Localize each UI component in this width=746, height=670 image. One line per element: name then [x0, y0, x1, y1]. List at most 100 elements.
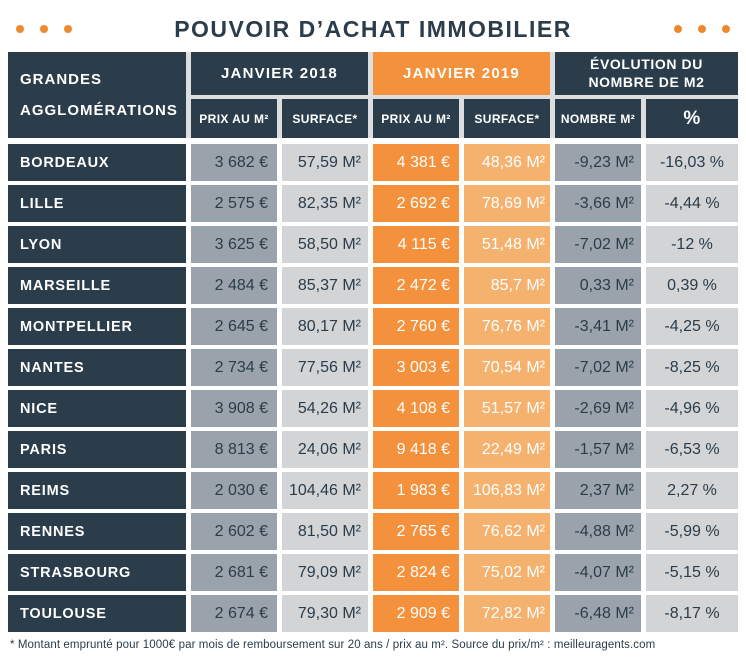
evolution-pct: -4,96 %	[646, 390, 738, 427]
surface-2019: 78,69 M²	[464, 185, 550, 222]
surface-2018: 24,06 M²	[282, 431, 368, 468]
surface-2018: 79,09 M²	[282, 554, 368, 591]
surface-2019: 76,76 M²	[464, 308, 550, 345]
evolution-pct: 2,27 %	[646, 472, 738, 509]
evolution-pct: -4,25 %	[646, 308, 738, 345]
prix-2019: 9 418 €	[373, 431, 459, 468]
header-grandes-agglomerations: GRANDES AGGLOMÉRATIONS	[8, 52, 186, 138]
evolution-m2: -3,66 M²	[555, 185, 641, 222]
surface-2019: 51,57 M²	[464, 390, 550, 427]
prix-2019: 2 765 €	[373, 513, 459, 550]
prix-2019: 4 381 €	[373, 144, 459, 181]
prix-2019: 4 115 €	[373, 226, 459, 263]
surface-2019: 70,54 M²	[464, 349, 550, 386]
surface-2019: 48,36 M²	[464, 144, 550, 181]
surface-2019: 51,48 M²	[464, 226, 550, 263]
city-label: NANTES	[8, 349, 186, 386]
evolution-m2: 0,33 M²	[555, 267, 641, 304]
dot-icon	[40, 25, 48, 33]
prix-2019: 2 760 €	[373, 308, 459, 345]
surface-2018: 79,30 M²	[282, 595, 368, 632]
surface-2018: 82,35 M²	[282, 185, 368, 222]
dot-icon	[722, 25, 730, 33]
surface-2019: 75,02 M²	[464, 554, 550, 591]
surface-2018: 81,50 M²	[282, 513, 368, 550]
prix-2018: 8 813 €	[191, 431, 277, 468]
evolution-pct: -8,25 %	[646, 349, 738, 386]
city-label: LILLE	[8, 185, 186, 222]
prix-2018: 2 030 €	[191, 472, 277, 509]
prix-2018: 2 734 €	[191, 349, 277, 386]
subheader-percent: %	[646, 99, 738, 138]
header-grandes-line2: AGGLOMÉRATIONS	[20, 102, 178, 119]
evolution-pct: -4,44 %	[646, 185, 738, 222]
table-header: GRANDES AGGLOMÉRATIONS JANVIER 2018 JANV…	[8, 52, 738, 138]
surface-2018: 104,46 M²	[282, 472, 368, 509]
surface-2019: 76,62 M²	[464, 513, 550, 550]
prix-2019: 4 108 €	[373, 390, 459, 427]
prix-2018: 2 575 €	[191, 185, 277, 222]
city-label: MONTPELLIER	[8, 308, 186, 345]
prix-2018: 2 484 €	[191, 267, 277, 304]
evolution-m2: -4,88 M²	[555, 513, 641, 550]
evolution-m2: -6,48 M²	[555, 595, 641, 632]
evolution-m2: -1,57 M²	[555, 431, 641, 468]
city-label: PARIS	[8, 431, 186, 468]
title-bar: POUVOIR D’ACHAT IMMOBILIER	[0, 0, 746, 52]
prix-2019: 2 824 €	[373, 554, 459, 591]
surface-2019: 106,83 M²	[464, 472, 550, 509]
surface-2018: 85,37 M²	[282, 267, 368, 304]
evolution-pct: -5,15 %	[646, 554, 738, 591]
decor-dots-right	[674, 25, 730, 33]
prix-2019: 2 472 €	[373, 267, 459, 304]
evolution-m2: -9,23 M²	[555, 144, 641, 181]
prix-2019: 2 692 €	[373, 185, 459, 222]
prix-2018: 3 625 €	[191, 226, 277, 263]
evolution-m2: -2,69 M²	[555, 390, 641, 427]
surface-2019: 85,7 M²	[464, 267, 550, 304]
surface-2018: 77,56 M²	[282, 349, 368, 386]
prix-2019: 2 909 €	[373, 595, 459, 632]
evolution-m2: -4,07 M²	[555, 554, 641, 591]
subheader-surface-2018: SURFACE*	[282, 99, 368, 138]
evolution-pct: -5,99 %	[646, 513, 738, 550]
subheader-prix-2019: PRIX AU M²	[373, 99, 459, 138]
footnote: * Montant emprunté pour 1000€ par mois d…	[10, 639, 656, 651]
evolution-pct: -12 %	[646, 226, 738, 263]
evolution-m2: -7,02 M²	[555, 349, 641, 386]
subheader-prix-2018: PRIX AU M²	[191, 99, 277, 138]
city-label: NICE	[8, 390, 186, 427]
surface-2019: 22,49 M²	[464, 431, 550, 468]
city-label: STRASBOURG	[8, 554, 186, 591]
prix-2018: 3 682 €	[191, 144, 277, 181]
header-janvier-2018: JANVIER 2018	[191, 52, 368, 95]
header-evolution: ÉVOLUTION DU NOMBRE DE M2	[555, 52, 738, 95]
evolution-pct: -8,17 %	[646, 595, 738, 632]
city-label: TOULOUSE	[8, 595, 186, 632]
evolution-m2: -7,02 M²	[555, 226, 641, 263]
page-title: POUVOIR D’ACHAT IMMOBILIER	[174, 15, 572, 42]
evolution-m2: -3,41 M²	[555, 308, 641, 345]
city-label: REIMS	[8, 472, 186, 509]
header-janvier-2019: JANVIER 2019	[373, 52, 550, 95]
surface-2018: 58,50 M²	[282, 226, 368, 263]
prix-2019: 1 983 €	[373, 472, 459, 509]
evolution-pct: -6,53 %	[646, 431, 738, 468]
prix-2018: 3 908 €	[191, 390, 277, 427]
surface-2019: 72,82 M²	[464, 595, 550, 632]
city-label: MARSEILLE	[8, 267, 186, 304]
evolution-m2: 2,37 M²	[555, 472, 641, 509]
table-body: BORDEAUX 3 682 € 57,59 M² 4 381 € 48,36 …	[8, 144, 738, 632]
city-label: RENNES	[8, 513, 186, 550]
prix-2018: 2 681 €	[191, 554, 277, 591]
dot-icon	[698, 25, 706, 33]
header-grandes-line1: GRANDES	[20, 70, 103, 88]
decor-dots-left	[16, 25, 72, 33]
prix-2018: 2 674 €	[191, 595, 277, 632]
dot-icon	[16, 25, 24, 33]
surface-2018: 57,59 M²	[282, 144, 368, 181]
dot-icon	[674, 25, 682, 33]
subheader-surface-2019: SURFACE*	[464, 99, 550, 138]
evolution-pct: 0,39 %	[646, 267, 738, 304]
evolution-pct: -16,03 %	[646, 144, 738, 181]
